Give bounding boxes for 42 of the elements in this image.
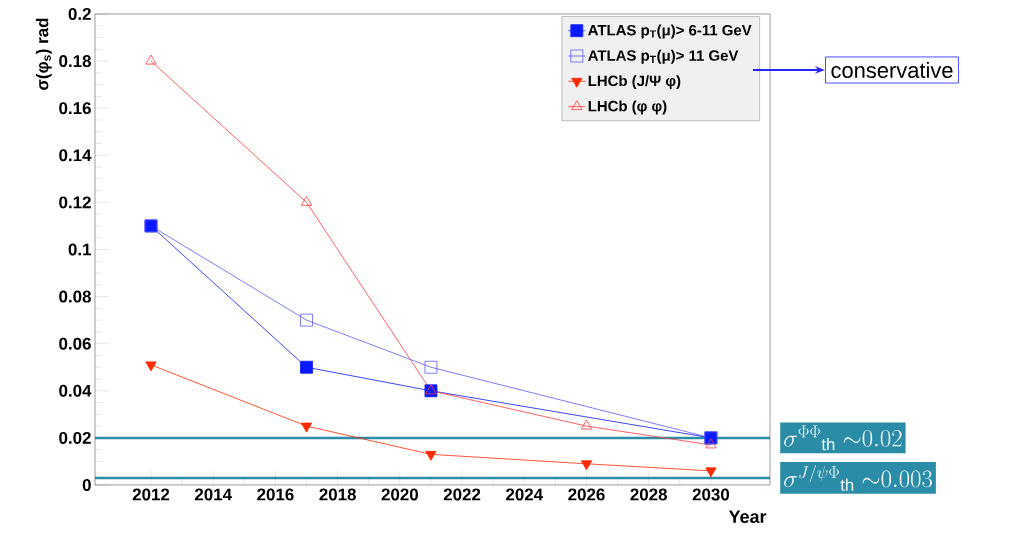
ref-line-label: $\sigma^{J/\psi\Phi}{}_{\mathrm{th}}\ {\sim}0.003$ [784, 465, 932, 491]
y-tick-label: 0.12 [59, 196, 91, 209]
y-tick-label: 0.2 [68, 7, 91, 20]
x-tick-label: 2028 [630, 488, 668, 501]
point [300, 313, 313, 327]
point [705, 467, 717, 478]
point [580, 419, 593, 430]
x-tick-label: 2018 [319, 488, 356, 501]
point [705, 438, 717, 449]
point [424, 360, 438, 374]
y-tick-label: 0.14 [59, 149, 92, 162]
y-tick-label: 0.04 [59, 384, 92, 397]
point [425, 450, 437, 461]
ref-line-label: $\sigma^{\Phi\Phi}{}_{\mathrm{th}}\ {\sim}0.02$ [784, 425, 902, 451]
y-tick-label: 0.1 [68, 243, 92, 256]
y-tick-label: 0 [82, 478, 91, 491]
point [580, 460, 593, 471]
point [145, 361, 157, 372]
legend-label: ATLAS p$_{T}$(μ)> 11 GeV [588, 49, 739, 64]
x-tick-label: 2012 [132, 488, 170, 501]
y-tick-label: 0.08 [59, 290, 91, 303]
x-tick-label: 2024 [506, 488, 544, 501]
legend-label: LHCb (φ φ) [588, 100, 667, 115]
point [300, 195, 313, 206]
y-tick-label: 0.16 [59, 102, 91, 115]
point [300, 422, 313, 433]
x-tick-label: 2030 [692, 488, 730, 501]
x-tick-label: 2020 [381, 488, 418, 501]
y-tick-label: 0.18 [59, 55, 91, 68]
point [145, 54, 157, 65]
x-tick-label: 2022 [443, 488, 481, 501]
y-tick-label: 0.06 [59, 337, 91, 350]
legend-label: ATLAS p$_{T}$(μ)> 6-11 GeV [588, 24, 752, 39]
x-tick-label: 2014 [194, 488, 232, 501]
x-tick-label: 2016 [257, 488, 294, 501]
point [300, 360, 313, 374]
legend-label: LHCb (J/Ψ φ) [588, 75, 681, 90]
y-axis-title: σ(φ$_{s}$) rad [35, 18, 52, 90]
y-tick-label: 0.02 [59, 431, 91, 444]
text: conservative [831, 61, 953, 79]
x-axis-title: Year [728, 510, 767, 524]
x-tick-label: 2026 [568, 488, 605, 501]
